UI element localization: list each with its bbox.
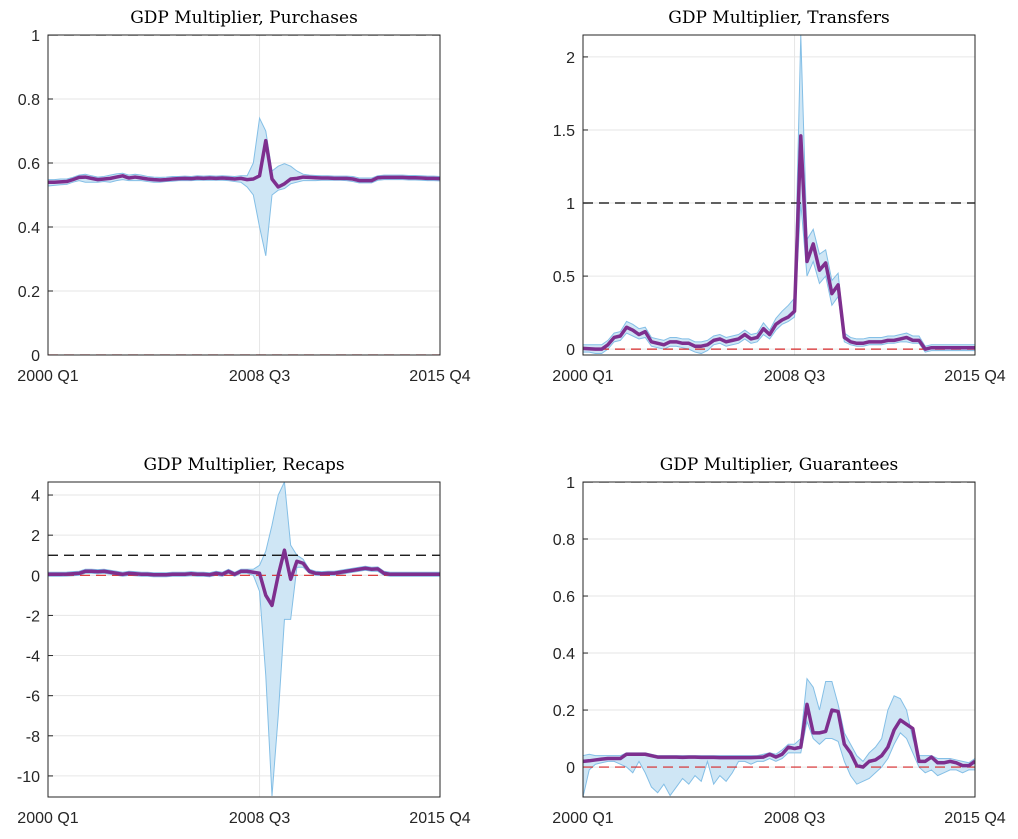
x-tick-label: 2008 Q3	[229, 368, 290, 385]
band-edge	[583, 202, 975, 355]
band-edge	[583, 719, 975, 797]
axes-box	[47, 34, 441, 356]
y-tick-label: 1	[566, 196, 575, 213]
confidence-band	[583, 35, 975, 354]
plot-area	[48, 482, 440, 797]
y-tick-label: 0.6	[553, 589, 575, 606]
subplot-title: GDP Multiplier, Recaps	[143, 455, 344, 475]
y-tick-label: -10	[17, 769, 40, 786]
confidence-band	[48, 482, 440, 796]
subplot-title: GDP Multiplier, Purchases	[130, 8, 358, 28]
band-edge	[48, 116, 440, 181]
plot-area	[583, 35, 975, 355]
y-tick-label: -2	[26, 608, 40, 625]
y-tick-label: 0	[566, 760, 575, 777]
band-edge	[583, 35, 975, 347]
x-tick-label: 2000 Q1	[552, 368, 613, 385]
median-line	[583, 134, 975, 351]
x-tick-label: 2000 Q1	[17, 368, 78, 385]
y-tick-label: 0.2	[553, 703, 575, 720]
y-tick-label: 0.4	[553, 646, 575, 663]
x-tick-label: 2008 Q3	[229, 810, 290, 827]
y-tick-label: 2	[31, 528, 40, 545]
axes-box	[47, 481, 441, 798]
band-edge	[48, 566, 440, 797]
y-tick-label: -6	[26, 689, 40, 706]
y-tick-label: 1	[31, 28, 40, 45]
x-tick-label: 2008 Q3	[764, 368, 825, 385]
y-tick-label: -8	[26, 729, 40, 746]
axes-box	[582, 34, 976, 356]
subplot-title: GDP Multiplier, Guarantees	[660, 455, 899, 475]
y-tick-label: 0.8	[553, 532, 575, 549]
subplot: GDP Multiplier, Purchases 0 0.2 0.4 0.6 0.8 1 2…	[17, 8, 470, 385]
subplot: GDP Multiplier, Guarantees 0 0.2 0.4 0.6 0.8 1…	[552, 455, 1005, 827]
plot-area	[48, 35, 440, 355]
y-tick-label: 0.6	[18, 156, 40, 173]
x-tick-label: 2015 Q4	[944, 810, 1005, 827]
y-tick-label: 0.5	[553, 269, 575, 286]
band-edge	[48, 179, 440, 256]
y-tick-label: 0	[566, 342, 575, 359]
x-tick-label: 2000 Q1	[552, 810, 613, 827]
subplot-title: GDP Multiplier, Transfers	[668, 8, 889, 28]
median-line	[583, 702, 975, 769]
y-tick-label: 1	[566, 475, 575, 492]
x-tick-label: 2008 Q3	[764, 810, 825, 827]
y-tick-label: 0	[31, 568, 40, 585]
x-tick-label: 2015 Q4	[409, 368, 470, 385]
y-tick-label: 1.5	[553, 123, 575, 140]
axes-box	[582, 481, 976, 798]
plot-area	[583, 482, 975, 797]
y-tick-label: 0.8	[18, 92, 40, 109]
band-edge	[48, 482, 440, 574]
y-tick-label: 2	[566, 50, 575, 67]
subplot: GDP Multiplier, Transfers 0 0.5 1 1.5 2 2000 Q…	[552, 8, 1005, 385]
subplot: GDP Multiplier, Recaps -10 -8 -6 -4 -2 0 2 4 2000…	[17, 455, 471, 827]
median-line	[48, 548, 440, 608]
y-tick-label: 0	[31, 348, 40, 365]
median-line	[48, 138, 440, 189]
y-tick-label: -4	[26, 649, 40, 666]
x-tick-label: 2000 Q1	[17, 810, 78, 827]
x-tick-label: 2015 Q4	[944, 368, 1005, 385]
y-tick-label: 0.2	[18, 284, 40, 301]
y-tick-label: 0.4	[18, 220, 40, 237]
x-tick-label: 2015 Q4	[409, 810, 470, 827]
confidence-band	[48, 118, 440, 256]
y-tick-label: 4	[31, 488, 40, 505]
